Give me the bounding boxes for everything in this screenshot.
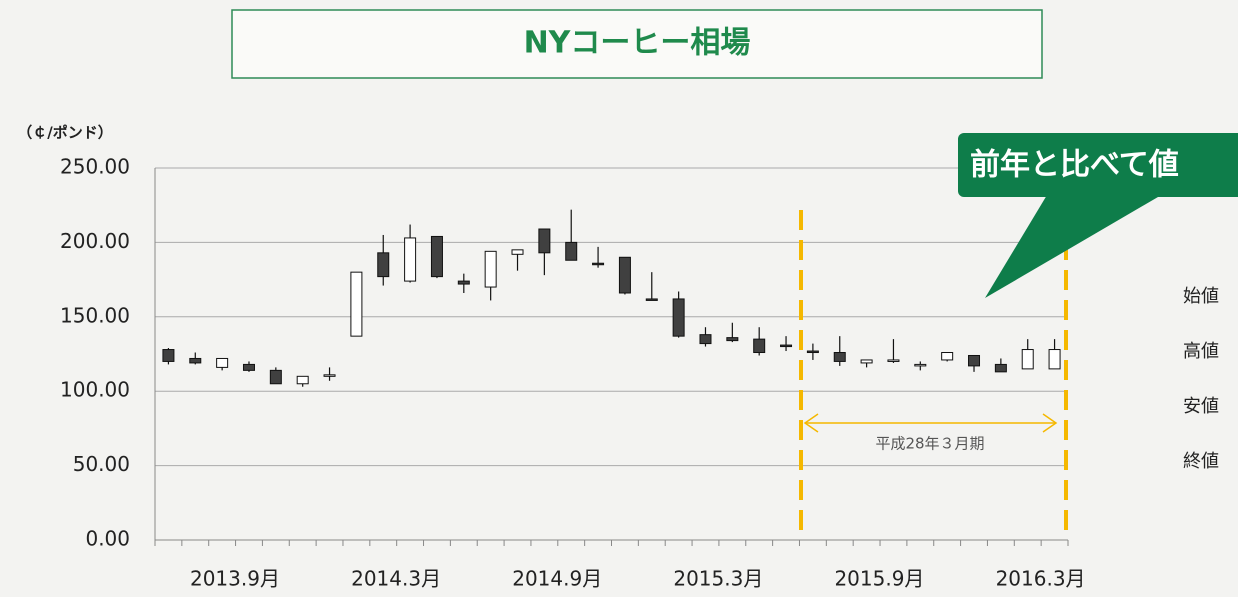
candle <box>645 272 658 301</box>
callout-tail <box>985 190 1170 298</box>
candle <box>538 228 551 276</box>
candle-body <box>350 271 363 337</box>
candle-body <box>242 363 255 371</box>
period-arrow <box>803 413 1058 433</box>
candle-body <box>269 369 282 385</box>
y-axis-label: （￠/ポンド） <box>17 124 112 142</box>
plot: 0.00 50.00 100.00 150.00 200.00 250.00 2013.9月… <box>60 155 1086 591</box>
candle <box>941 352 954 362</box>
candle-body <box>162 349 175 362</box>
y-tick-label: 0.00 <box>85 527 130 551</box>
candle <box>216 357 229 371</box>
y-tick-label: 100.00 <box>60 378 130 402</box>
legend-label: 始値 <box>1183 286 1219 307</box>
candle-body <box>189 357 202 364</box>
candle <box>780 336 793 352</box>
y-tick-label: 150.00 <box>60 303 130 327</box>
candle <box>404 224 417 283</box>
candle-body <box>592 262 605 266</box>
candle-body <box>216 357 229 368</box>
y-tick-label: 50.00 <box>73 452 130 476</box>
x-tick-label: 2015.9月 <box>834 567 924 591</box>
candle-body <box>377 252 390 278</box>
candle-body <box>538 228 551 254</box>
candle-body <box>484 250 497 288</box>
x-tick-label: 2015.3月 <box>673 567 763 591</box>
candle <box>430 235 443 279</box>
candle <box>511 249 524 271</box>
candle <box>968 354 981 372</box>
chart-title: NYコーヒー相場 <box>524 26 751 61</box>
candle <box>914 361 927 371</box>
candle-body <box>941 352 954 361</box>
legend-label: 高値 <box>1183 341 1219 362</box>
candle-body <box>672 298 685 337</box>
candle-body <box>994 363 1007 373</box>
candle <box>618 256 631 295</box>
candle-body <box>968 354 981 367</box>
y-tick-label: 200.00 <box>60 229 130 253</box>
candle <box>1048 339 1061 370</box>
candle-body <box>833 352 846 362</box>
candle-body <box>457 280 470 285</box>
title-box <box>231 9 1043 79</box>
callout-box <box>958 133 1238 197</box>
candle-body <box>296 375 309 385</box>
candle-body <box>887 359 900 362</box>
candle <box>377 234 390 286</box>
candle-body <box>1048 349 1061 370</box>
candle <box>350 271 363 337</box>
candle <box>242 361 255 372</box>
candle <box>726 322 739 343</box>
x-tick-label: 2016.3月 <box>996 567 1086 591</box>
legend-label: 安値 <box>1183 396 1219 417</box>
candle-body <box>323 374 336 377</box>
candle <box>484 250 497 301</box>
candle-body <box>1021 349 1034 370</box>
callout-text: 前年と比べて値 <box>970 148 1179 183</box>
candle <box>269 367 282 385</box>
candle-body <box>511 249 524 255</box>
candle <box>457 273 470 293</box>
candle-body <box>753 338 766 354</box>
candle-body <box>860 359 873 364</box>
candle-body <box>806 350 819 354</box>
candle-body <box>645 298 658 301</box>
candle-body <box>565 241 578 261</box>
candle <box>592 246 605 268</box>
candle <box>699 327 712 347</box>
candle <box>162 348 175 365</box>
candle <box>860 359 873 368</box>
candle <box>672 291 685 338</box>
legend-label: 終値 <box>1183 451 1219 472</box>
y-tick-label: 250.00 <box>60 155 130 179</box>
x-tick-label: 2014.3月 <box>351 567 441 591</box>
candle <box>806 343 819 360</box>
candle-body <box>618 256 631 294</box>
x-tick-label: 2014.9月 <box>512 567 602 591</box>
candle-body <box>404 237 417 282</box>
x-tick-label: 2013.9月 <box>190 567 280 591</box>
candle-body <box>699 334 712 345</box>
candle <box>753 327 766 356</box>
candle-body <box>780 344 793 348</box>
candle-body <box>430 235 443 278</box>
candle <box>994 358 1007 373</box>
candle-body <box>914 363 927 367</box>
candle-body <box>726 337 739 342</box>
candle <box>323 367 336 381</box>
candle <box>887 339 900 363</box>
candle <box>1021 339 1034 370</box>
candle <box>296 375 309 387</box>
period-label: 平成28年３月期 <box>875 435 984 453</box>
candle <box>833 336 846 366</box>
candle <box>565 209 578 261</box>
candle <box>189 352 202 365</box>
